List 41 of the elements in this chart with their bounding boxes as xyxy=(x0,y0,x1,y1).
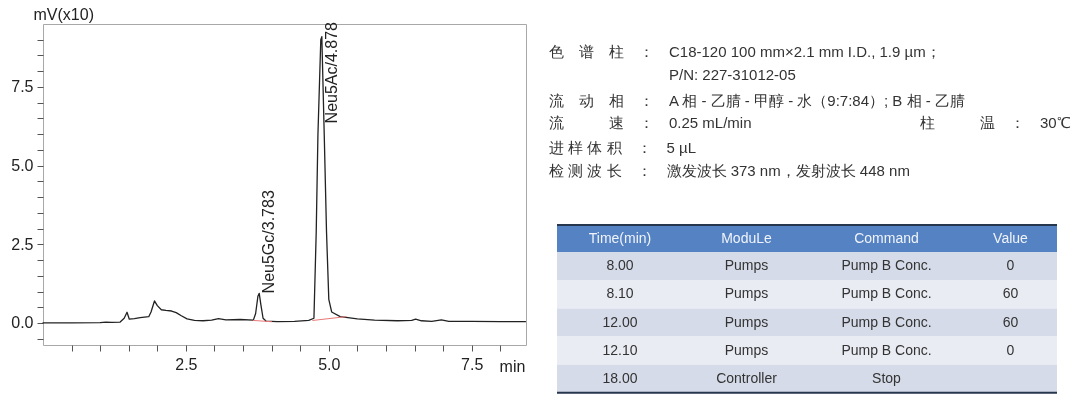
annotation: Neu5Gc/3.783 xyxy=(260,190,278,294)
category-label: Time(min) xyxy=(588,229,652,246)
text: Pump B Conc. xyxy=(841,313,932,330)
text: P/N: 227-31012-05 xyxy=(669,66,796,83)
text: 柱 温 ： 30℃ xyxy=(920,114,1071,131)
text: 60 xyxy=(1002,313,1019,330)
text: 检 测 波 长 ： 激发波长 373 nm，发射波长 448 nm xyxy=(549,162,910,179)
text: 进 样 体 积 ： 5 µL xyxy=(549,139,696,156)
y-axis-title: mV(x10) xyxy=(33,5,94,23)
y-tick-label: 7.5 xyxy=(11,78,34,96)
text: Pumps xyxy=(724,257,769,274)
x-axis-title: min xyxy=(499,357,526,375)
text: 色 谱 柱 ： C18-120 100 mm×2.1 mm I.D., 1.9 µm； xyxy=(549,43,941,60)
text: 8.10 xyxy=(606,285,634,302)
text: 12.00 xyxy=(602,313,638,330)
text: 流 速 ： 0.25 mL/min xyxy=(549,114,752,131)
y-tick-label: 5.0 xyxy=(11,157,34,175)
text: Stop xyxy=(872,369,901,386)
category-label: ModuLe xyxy=(721,229,773,246)
text: Pump B Conc. xyxy=(841,257,932,274)
annotation: Neu5Ac/4.878 xyxy=(322,21,340,124)
text: Controller xyxy=(716,369,777,386)
text: 流 动 相 ： A 相 - 乙腈 - 甲醇 - 水（9:7:84）; B 相 - 乙腈 xyxy=(549,92,965,109)
text: Pumps xyxy=(724,341,769,358)
text: Pump B Conc. xyxy=(841,341,932,358)
text: 8.00 xyxy=(606,257,634,274)
text: 60 xyxy=(1002,285,1019,302)
text: 0 xyxy=(1006,257,1015,274)
text: Pump B Conc. xyxy=(841,285,932,302)
y-tick-label: 0.0 xyxy=(11,314,34,332)
text: 18.00 xyxy=(602,369,638,386)
category-label: Command xyxy=(854,229,919,246)
x-tick-label: 2.5 xyxy=(175,355,198,373)
text: 12.10 xyxy=(602,341,638,358)
category-label: Value xyxy=(993,229,1029,246)
text: 0 xyxy=(1006,341,1015,358)
x-tick-label: 5.0 xyxy=(318,355,341,373)
text: Pumps xyxy=(724,285,769,302)
text: Pumps xyxy=(724,313,769,330)
y-tick-label: 2.5 xyxy=(11,235,34,253)
x-tick-label: 7.5 xyxy=(461,355,484,373)
